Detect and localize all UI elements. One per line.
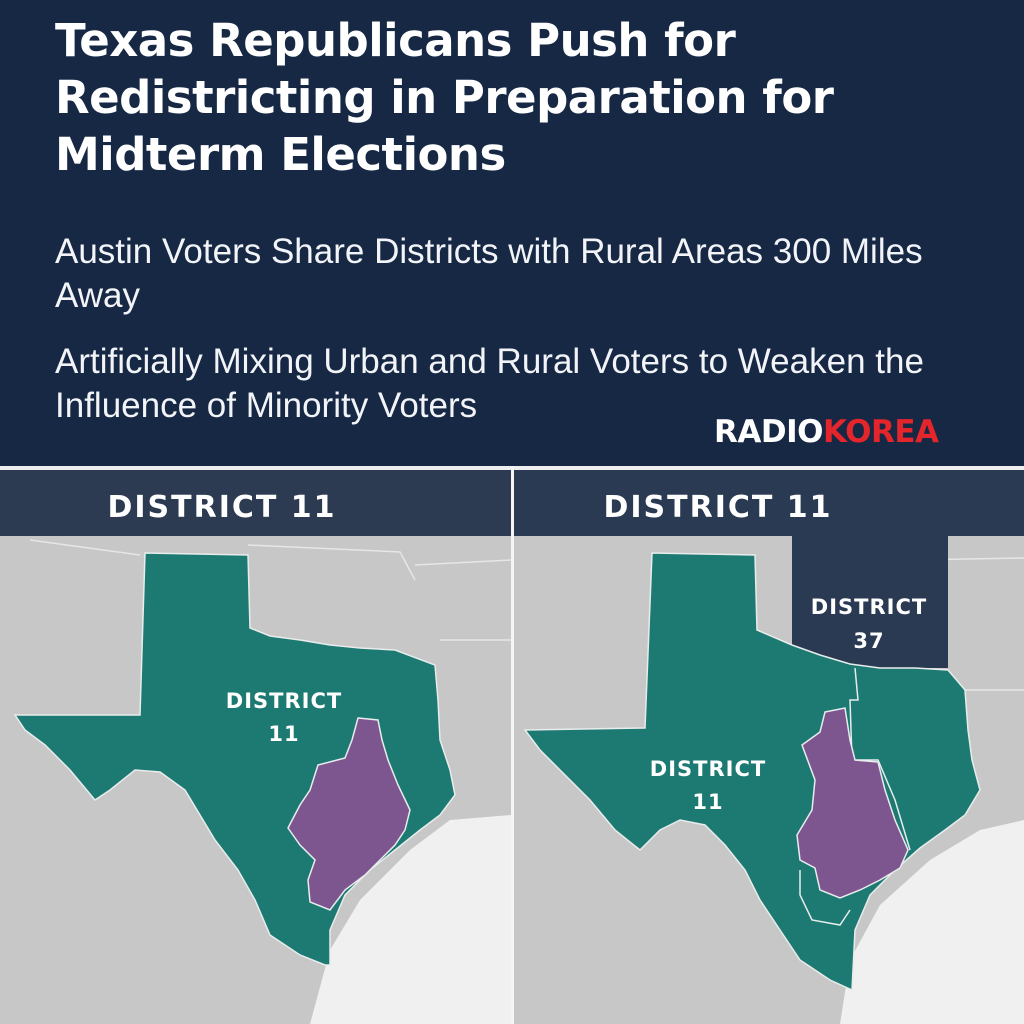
left-map-heading: DISTRICT 11 bbox=[107, 490, 336, 525]
left-map-panel: DISTRICT 11 DISTRICT 11 bbox=[0, 470, 511, 1024]
logo-text-korea: KOREA bbox=[822, 414, 939, 450]
logo-text-radio: RADIO bbox=[714, 414, 823, 450]
headline-title: Texas Republicans Push for Redistricting… bbox=[55, 14, 834, 181]
left-district-11-label-line2: 11 bbox=[268, 722, 299, 746]
right-district-11-label-line1: DISTRICT bbox=[650, 757, 766, 781]
radiokorea-logo: RADIOKOREA bbox=[714, 414, 939, 450]
right-district-37-label-line1: DISTRICT bbox=[811, 595, 927, 619]
right-texas-map: DISTRICT 11 DISTRICT 37 DISTRICT 11 bbox=[514, 470, 1024, 1024]
headline-subtitle-2: Artificially Mixing Urban and Rural Vote… bbox=[55, 342, 924, 425]
right-district-37-shape bbox=[514, 470, 1024, 668]
right-district-11-label-line2: 11 bbox=[692, 790, 723, 814]
left-district-11-label-line1: DISTRICT bbox=[226, 689, 342, 713]
left-texas-map: DISTRICT 11 DISTRICT 11 bbox=[0, 470, 511, 1024]
right-map-panel: DISTRICT 11 DISTRICT 37 DISTRICT 11 bbox=[514, 470, 1024, 1024]
left-map-header-bg bbox=[0, 470, 511, 536]
left-austin-region-shape bbox=[287, 717, 411, 911]
right-map-heading: DISTRICT 11 bbox=[603, 490, 832, 525]
panel-divider bbox=[511, 466, 514, 1024]
headline-subtitle-1: Austin Voters Share Districts with Rural… bbox=[55, 232, 923, 315]
headline-banner: Texas Republicans Push for Redistricting… bbox=[0, 0, 1024, 466]
left-gulf-water bbox=[310, 815, 511, 1024]
right-austin-region-shape bbox=[796, 707, 909, 899]
right-south-district-boundary bbox=[799, 870, 851, 926]
right-gulf-water bbox=[840, 820, 1024, 1024]
right-district-37-label-line2: 37 bbox=[853, 629, 884, 653]
left-state-borders bbox=[29, 539, 511, 641]
